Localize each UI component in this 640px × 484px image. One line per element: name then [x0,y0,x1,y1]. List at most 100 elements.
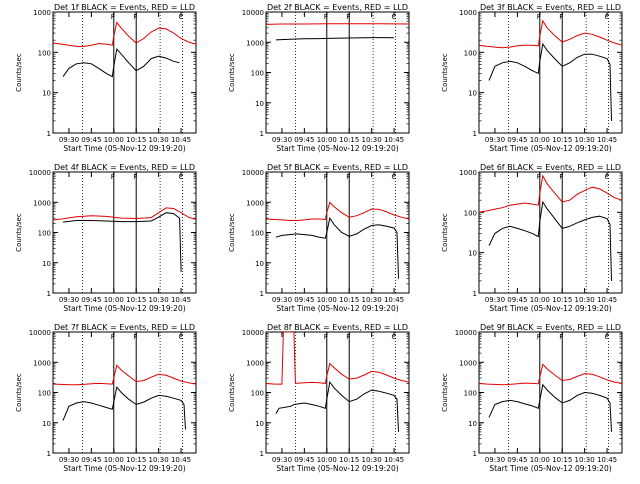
x-tick-label: 09:30 [485,136,505,144]
y-tick-label: 1000 [459,169,477,177]
events-series-line [275,216,399,279]
events-series-line [62,47,180,78]
x-tick-label: 09:30 [485,296,505,304]
marker-label: F [111,13,115,21]
x-tick-label: 09:30 [59,136,79,144]
y-tick-label: 100 [38,390,51,398]
panel-4: Det 4f BLACK = Events, RED = LLD 1 10 100 10… [15,163,197,313]
marker-label: F [324,333,328,341]
y-tick-label: 100 [251,230,264,238]
y-axis-label: Counts/sec [441,373,449,412]
panel-5: Det 5f BLACK = Events, RED = LLD 1 10 100 10… [228,163,410,313]
marker-label: C [179,333,184,341]
y-tick-label: 100 [464,390,477,398]
plot-frame [265,11,410,134]
x-axis-label: Start Time (05-Nov-12 09:19:20) [276,304,398,313]
y-tick-label: 1000 [246,359,264,367]
x-axis-label: Start Time (05-Nov-12 09:19:20) [63,464,185,473]
marker-label: F [346,333,350,341]
y-tick-label: 100 [38,49,51,57]
y-tick-label: 10000 [455,329,477,337]
x-axis-label: Start Time (05-Nov-12 09:19:20) [276,464,398,473]
y-axis-label: Counts/sec [441,213,449,252]
panel-title: Det 9f BLACK = Events, RED = LLD [480,323,621,332]
y-tick-label: 1000 [33,199,51,207]
y-tick-label: 10000 [242,329,264,337]
marker-label: C [392,333,397,341]
y-tick-label: 100 [251,390,264,398]
x-tick-label: 10:00 [530,296,550,304]
events-series-line [275,37,395,41]
plot-frame [265,331,410,454]
events-series-line [488,383,612,432]
y-tick-label: 10000 [29,169,51,177]
panel-8: Det 8f BLACK = Events, RED = LLD 1 10 100 10… [228,323,410,473]
y-tick-label: 1 [473,290,477,298]
y-tick-label: 1000 [246,199,264,207]
marker-label: F [133,13,137,21]
y-tick-label: 10 [42,420,51,428]
lld-series-line [479,363,622,386]
y-tick-label: 10 [468,90,477,98]
plot-frame [478,171,623,294]
y-axis-label: Counts/sec [15,373,23,412]
x-tick-label: 10:00 [317,456,337,464]
x-tick-label: 10:30 [575,456,595,464]
panel-title: Det 6f BLACK = Events, RED = LLD [480,163,621,172]
marker-label: F [559,333,563,341]
marker-label: C [179,173,184,181]
x-tick-label: 10:00 [530,456,550,464]
marker-label: F [111,173,115,181]
y-axis-label: Counts/sec [228,213,236,252]
x-axis-label: Start Time (05-Nov-12 09:19:20) [489,304,611,313]
y-tick-label: 1 [260,450,264,458]
lld-series-line [266,201,409,221]
x-tick-label: 09:45 [294,456,314,464]
panel-title: Det 4f BLACK = Events, RED = LLD [54,163,195,172]
panel-title: Det 5f BLACK = Events, RED = LLD [267,163,408,172]
y-tick-label: 100 [251,70,264,78]
y-tick-label: 1000 [33,9,51,17]
events-series-line [488,42,612,121]
lld-series-line [266,332,409,385]
y-axis-label: Counts/sec [15,213,23,252]
panel-title: Det 2f BLACK = Events, RED = LLD [267,3,408,12]
x-tick-label: 09:30 [59,456,79,464]
y-tick-label: 1 [47,290,51,298]
marker-label: F [346,173,350,181]
x-axis-label: Start Time (05-Nov-12 09:19:20) [63,144,185,153]
marker-label: F [537,173,541,181]
panel-title: Det 3f BLACK = Events, RED = LLD [480,3,621,12]
marker-label: F [559,173,563,181]
x-tick-label: 10:45 [384,296,404,304]
plot-frame [478,11,623,134]
panel-1: Det 1f BLACK = Events, RED = LLD 1 10 100 10… [15,3,197,153]
x-tick-label: 10:30 [149,136,169,144]
marker-label: F [324,173,328,181]
x-tick-label: 10:00 [317,136,337,144]
plot-frame [52,171,197,294]
x-tick-label: 09:30 [485,456,505,464]
panel-9: Det 9f BLACK = Events, RED = LLD 1 10 100 10… [441,323,623,473]
y-tick-label: 10 [42,90,51,98]
x-tick-label: 10:30 [575,136,595,144]
x-tick-label: 10:15 [552,296,572,304]
x-tick-label: 10:15 [339,296,359,304]
x-tick-label: 10:15 [126,136,146,144]
lld-series-line [53,364,196,386]
y-tick-label: 10 [255,100,264,108]
y-tick-label: 1000 [246,39,264,47]
lld-series-line [266,23,409,25]
marker-label: F [346,13,350,21]
marker-label: C [605,333,610,341]
x-tick-label: 09:45 [81,136,101,144]
panel-title: Det 7f BLACK = Events, RED = LLD [54,323,195,332]
y-tick-label: 10000 [242,9,264,17]
x-tick-label: 10:00 [530,136,550,144]
y-tick-label: 10 [255,420,264,428]
x-tick-label: 10:30 [362,136,382,144]
y-tick-label: 1000 [459,359,477,367]
events-series-line [488,200,612,281]
x-tick-label: 09:45 [81,456,101,464]
x-tick-label: 09:45 [507,456,527,464]
